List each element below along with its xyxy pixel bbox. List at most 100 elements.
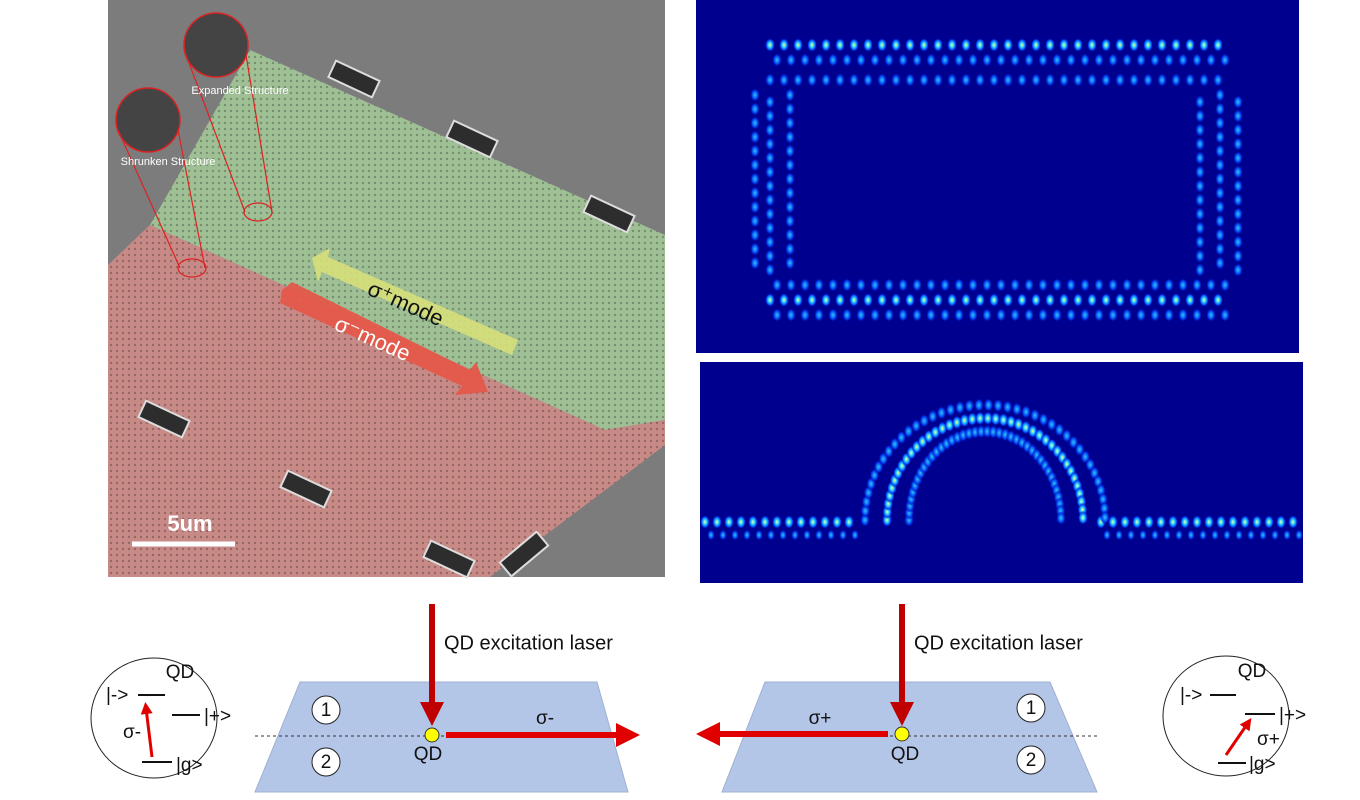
level-label: |+>: [204, 706, 231, 727]
field-spot: [1136, 278, 1146, 292]
field-spot: [1101, 38, 1111, 52]
field-spot: [1024, 278, 1034, 292]
field-spot: [765, 263, 775, 277]
field-spot: [1108, 515, 1118, 529]
field-spot: [1215, 102, 1225, 116]
field-spot: [731, 529, 739, 541]
field-spot: [1157, 73, 1167, 87]
field-spot: [800, 278, 810, 292]
field-spot: [1283, 529, 1291, 541]
field-spot: [1213, 293, 1223, 307]
field-spot: [1021, 404, 1032, 419]
field-spot: [1195, 235, 1205, 249]
field-spot: [1185, 293, 1195, 307]
left-device: QD excitation laser 1 2 QD σ-: [254, 604, 640, 793]
field-spot: [1199, 38, 1209, 52]
field-spot: [1178, 308, 1188, 322]
field-spot: [1168, 515, 1178, 529]
field-spot: [1077, 510, 1088, 525]
field-spot: [926, 308, 936, 322]
field-spot: [1204, 515, 1214, 529]
field-spot: [926, 278, 936, 292]
field-spot: [1054, 422, 1065, 437]
field-spot: [724, 515, 734, 529]
field-spot: [1195, 165, 1205, 179]
field-spot: [800, 308, 810, 322]
field-spot: [1164, 308, 1174, 322]
field-spot: [1195, 109, 1205, 123]
field-spot: [1120, 515, 1130, 529]
field-spot: [1129, 293, 1139, 307]
field-spot: [1129, 38, 1139, 52]
field-spot: [1195, 151, 1205, 165]
field-spot: [765, 109, 775, 123]
field-spot: [750, 144, 760, 158]
field-spot: [1215, 242, 1225, 256]
field-spot: [1103, 529, 1111, 541]
field-spot: [1087, 73, 1097, 87]
field-spot: [856, 278, 866, 292]
field-spot: [736, 515, 746, 529]
field-spot: [1115, 293, 1125, 307]
field-spot: [785, 228, 795, 242]
field-spot: [863, 73, 873, 87]
field-spot: [961, 73, 971, 87]
field-spot: [772, 515, 782, 529]
field-spot: [772, 53, 782, 67]
field-spot: [748, 515, 758, 529]
field-spot: [919, 73, 929, 87]
field-spot: [765, 293, 775, 307]
field-spot: [785, 242, 795, 256]
field-spot: [1195, 123, 1205, 137]
field-spot: [1185, 38, 1195, 52]
field-spot: [945, 402, 956, 417]
field-spot: [863, 293, 873, 307]
field-spot: [1024, 308, 1034, 322]
right-device: QD excitation laser 1 2 QD σ+: [696, 604, 1098, 793]
field-spot: [800, 53, 810, 67]
field-spot: [1195, 137, 1205, 151]
field-spot: [851, 529, 859, 541]
field-spot: [1143, 293, 1153, 307]
field-spot: [1143, 38, 1153, 52]
field-spot: [750, 242, 760, 256]
field-spot: [1233, 165, 1243, 179]
field-spot: [1003, 73, 1013, 87]
field-spot: [1066, 308, 1076, 322]
field-spot: [755, 529, 763, 541]
region-label: 2: [321, 752, 332, 773]
region-label: 2: [1026, 750, 1037, 771]
field-spot: [905, 38, 915, 52]
field-spot: [1288, 515, 1298, 529]
field-spot: [707, 529, 715, 541]
field-spot: [975, 73, 985, 87]
field-spot: [765, 73, 775, 87]
field-spot: [912, 308, 922, 322]
field-spot: [1213, 38, 1223, 52]
field-spot: [796, 515, 806, 529]
field-spot: [1215, 130, 1225, 144]
field-spot: [954, 53, 964, 67]
field-spot: [968, 53, 978, 67]
field-spot: [1024, 53, 1034, 67]
field-spot: [827, 529, 835, 541]
field-spot: [1171, 293, 1181, 307]
field-spot: [828, 308, 838, 322]
field-spot: [1115, 38, 1125, 52]
field-spot: [1094, 278, 1104, 292]
field-spot: [1108, 278, 1118, 292]
field-spot: [1073, 293, 1083, 307]
field-spot: [815, 529, 823, 541]
field-spot: [1215, 172, 1225, 186]
field-spot: [1094, 308, 1104, 322]
field-spot: [856, 308, 866, 322]
field-spot: [912, 53, 922, 67]
field-spot: [1029, 408, 1040, 423]
field-spot: [1215, 186, 1225, 200]
field-spot: [1066, 278, 1076, 292]
field-spot: [967, 412, 978, 427]
field-spot: [926, 53, 936, 67]
field-spot: [975, 411, 986, 426]
field-spot: [1003, 38, 1013, 52]
field-spot: [1115, 73, 1125, 87]
